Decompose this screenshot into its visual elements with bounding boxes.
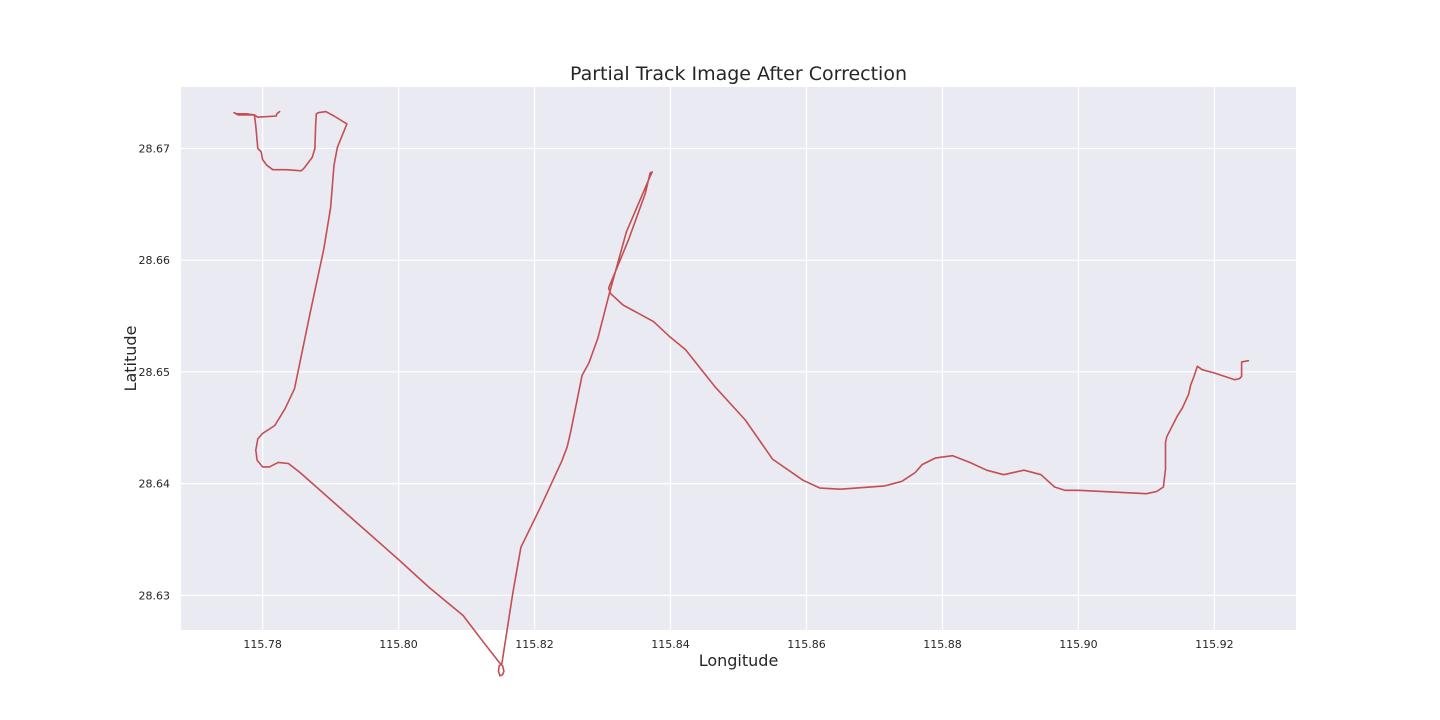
plot-area [181,87,1296,630]
track-line [233,110,1250,677]
y-axis-label: Latitude [121,326,140,392]
x-tick-label: 115.92 [1195,638,1234,651]
x-tick-label: 115.86 [787,638,826,651]
data-layer [233,110,1250,677]
y-tick-label: 28.66 [139,254,171,267]
x-tick-label: 115.78 [243,638,282,651]
chart-title: Partial Track Image After Correction [570,63,907,85]
grid-lines [181,87,1296,630]
y-tick-label: 28.65 [139,366,171,379]
x-tick-label: 115.80 [379,638,418,651]
x-tick-label: 115.82 [515,638,554,651]
tick-labels: 115.78 115.80 115.82 115.84 115.86 115.88 115.… [139,142,1234,651]
y-tick-label: 28.64 [139,478,171,491]
y-tick-label: 28.67 [139,142,171,155]
x-tick-label: 115.84 [651,638,690,651]
x-tick-label: 115.88 [923,638,962,651]
x-axis-label: Longitude [699,651,779,670]
y-tick-label: 28.63 [139,589,171,602]
x-tick-label: 115.90 [1059,638,1098,651]
